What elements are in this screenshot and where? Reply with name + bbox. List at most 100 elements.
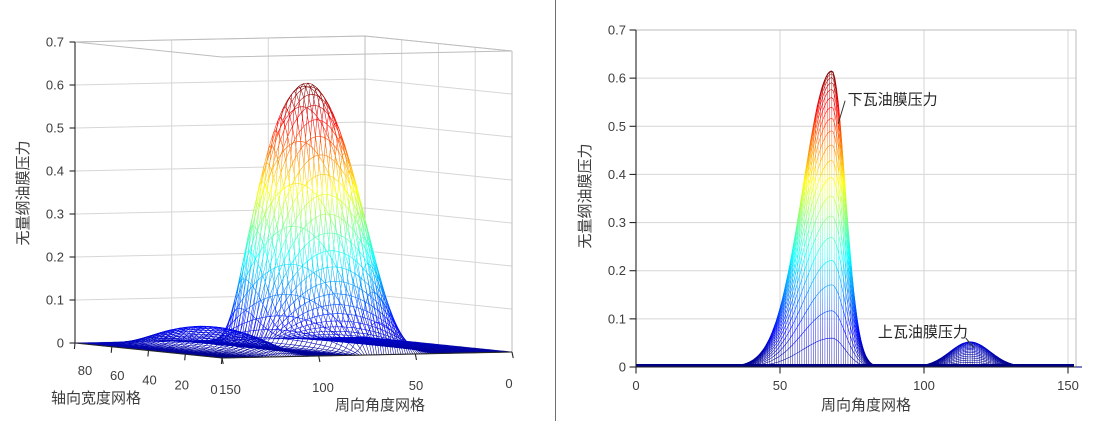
mesh-col-line	[260, 250, 409, 355]
x-axis-tick	[318, 355, 321, 363]
mesh-col-line	[263, 266, 411, 355]
x-axis-label-3d: 周向角度网格	[335, 397, 425, 414]
mesh-col-line	[229, 106, 377, 355]
z-tick-label: 0.3	[46, 207, 64, 222]
mesh-col-line	[217, 294, 365, 356]
z-tick-label: 0.2	[46, 250, 64, 265]
mesh-col-line	[224, 183, 373, 355]
x-tick-label: 150	[219, 382, 241, 397]
y-tick-label: 0.7	[608, 22, 626, 37]
y-axis-label-2d: 无量纲油膜压力	[577, 143, 594, 248]
mesh-col-line	[103, 342, 252, 358]
z-tick-label: 0.5	[46, 121, 64, 136]
y-tick-label: 80	[78, 363, 92, 378]
mesh-col-line	[123, 338, 271, 358]
mesh-col-line	[282, 334, 430, 354]
x-tick-label: 0	[632, 378, 639, 393]
y-tick-label: 0.3	[608, 215, 626, 230]
pressure-profiles	[636, 70, 1082, 368]
annotation-text: 上瓦油膜压力	[878, 324, 968, 341]
profile-curve	[636, 71, 1082, 368]
profile-curve	[636, 97, 1082, 368]
mesh-col-line	[226, 141, 375, 355]
mesh-col-line	[130, 331, 278, 358]
x-axis-label-2d: 周向角度网格	[821, 397, 911, 414]
mesh-col-line	[161, 339, 310, 357]
mesh-col-line	[198, 340, 346, 356]
mesh-col-line	[125, 335, 273, 358]
z-tick-label: 0.4	[46, 164, 64, 179]
x-axis-tick	[511, 351, 514, 359]
mesh-col-line	[210, 337, 358, 356]
profile-curve	[636, 70, 1082, 368]
mesh-col-line	[231, 86, 380, 355]
z-tick-label: 0.6	[46, 78, 64, 93]
mesh-col-line	[219, 264, 368, 356]
mesh-col-line	[128, 333, 276, 358]
y-tick-label: 0.1	[608, 311, 626, 326]
y-axis-tick	[73, 342, 76, 350]
mesh-col-line	[135, 327, 283, 358]
mesh-col-line	[253, 194, 402, 355]
axis-lines-3d	[69, 41, 514, 365]
y-tick-label: 0.6	[608, 71, 626, 86]
profile-plot-panel: 0 0.1 0.2 0.3 0.4 0.5 0.6 0.7 0 50 100 150 周向角度网格 无量纲…	[556, 0, 1103, 421]
y-tick-label: 60	[110, 368, 124, 383]
mesh-col-line	[147, 328, 295, 357]
y-axis-label-3d: 轴向宽度网格	[51, 390, 141, 407]
x-tick-label: 0	[505, 376, 512, 391]
mesh-col-line	[234, 82, 382, 355]
mesh-col-line	[236, 86, 385, 355]
mesh-col-line	[287, 337, 435, 354]
profile-curve	[636, 73, 1082, 368]
x-tick-label: 100	[913, 378, 935, 393]
mesh-col-line	[270, 304, 418, 355]
y-tick-label: 40	[142, 373, 156, 388]
profile-plot-2d: 0 0.1 0.2 0.3 0.4 0.5 0.6 0.7 0 50 100 150 周向角度网格 无量纲…	[577, 22, 1082, 414]
annotation-text: 下瓦油膜压力	[848, 92, 938, 109]
mesh-col-line	[118, 341, 266, 358]
x-axis-tick	[221, 357, 224, 365]
axis-lines-2d	[629, 29, 1076, 374]
y-axis-tick	[110, 346, 113, 353]
mesh-col-line	[243, 119, 392, 355]
y-tick-label: 0.5	[608, 119, 626, 134]
mesh-col-line	[106, 342, 254, 358]
mesh-col-line	[246, 136, 394, 355]
mesh-col-line	[132, 329, 281, 358]
mesh-col-line	[144, 326, 293, 357]
mesh-col-line	[268, 293, 416, 355]
mesh-col-line	[222, 226, 370, 355]
profile-curve	[636, 82, 1082, 368]
panel-divider	[555, 0, 556, 421]
mesh-col-line	[101, 342, 249, 358]
y-tick-label: 0	[210, 382, 217, 397]
z-axis-label-3d: 无量纲油膜压力	[15, 140, 32, 245]
annotation-lower-pad: 下瓦油膜压力	[837, 92, 938, 125]
mesh-col-line	[99, 342, 247, 358]
x-tick-label: 50	[409, 378, 423, 393]
x-axis-line	[221, 351, 513, 359]
surface-plot-3d: 00.10.20.30.40.50.60.780 60 40 20 0 150 100 50 0…	[15, 35, 514, 414]
profile-curve	[636, 89, 1082, 368]
y-tick-label: 0	[619, 360, 626, 375]
annotation-upper-pad: 上瓦油膜压力	[878, 324, 975, 349]
mesh-col-line	[285, 336, 433, 354]
mesh-col-line	[96, 342, 244, 358]
x-tick-label: 100	[312, 380, 334, 395]
x-tick-label: 50	[773, 378, 787, 393]
mesh-col-line	[277, 326, 426, 355]
x-tick-label: 150	[1057, 378, 1079, 393]
x-axis-tick	[414, 353, 418, 361]
mesh-col-line	[120, 339, 268, 358]
y-axis-tick	[147, 350, 150, 357]
mesh-col-line	[255, 213, 404, 355]
y-tick-label: 20	[175, 377, 189, 392]
mesh-col-line	[290, 338, 438, 354]
mesh-col-line	[116, 341, 264, 358]
mesh-col-line	[275, 320, 423, 355]
annotation-leader-line	[965, 337, 975, 349]
mesh-col-line	[239, 94, 387, 355]
mesh-col-line	[241, 105, 389, 355]
